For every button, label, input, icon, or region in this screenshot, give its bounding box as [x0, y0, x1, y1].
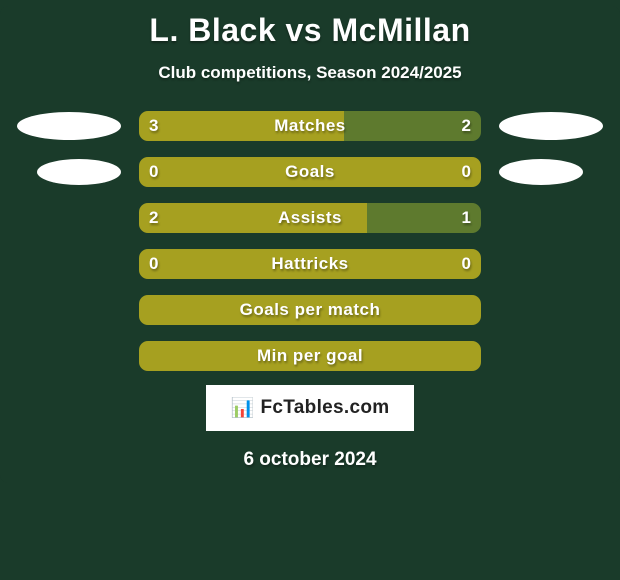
stat-label: Goals per match [139, 295, 481, 325]
stat-value-left: 2 [149, 203, 158, 233]
stat-value-right: 0 [462, 157, 471, 187]
stat-row: Min per goal [0, 341, 620, 371]
stat-label: Min per goal [139, 341, 481, 371]
team-marker-right [499, 112, 603, 140]
stat-row: Goals0 0 [0, 157, 620, 187]
stat-value-right: 1 [462, 203, 471, 233]
brand-logo[interactable]: 📊 FcTables.com [206, 385, 414, 431]
stat-bar: Matches3 2 [139, 111, 481, 141]
stat-value-right: 2 [462, 111, 471, 141]
stat-bar: Goals per match [139, 295, 481, 325]
stat-bar: Assists2 1 [139, 203, 481, 233]
stat-label: Matches [139, 111, 481, 141]
stat-rows: Matches32Goals00Assists21Hattricks00Goal… [0, 111, 620, 371]
team-marker-left [37, 159, 121, 185]
brand-logo-text: FcTables.com [261, 397, 390, 419]
stat-bar: Min per goal [139, 341, 481, 371]
stat-row: Goals per match [0, 295, 620, 325]
stat-row: Matches3 2 [0, 111, 620, 141]
stat-bar: Hattricks0 0 [139, 249, 481, 279]
chart-icon: 📊 [231, 399, 255, 418]
stat-value-left: 0 [149, 249, 158, 279]
stats-card: L. Black vs McMillan Club competitions, … [0, 6, 620, 483]
stat-value-left: 0 [149, 157, 158, 187]
stat-value-right: 0 [462, 249, 471, 279]
stat-row: Hattricks0 0 [0, 249, 620, 279]
date-label: 6 october 2024 [0, 449, 620, 471]
team-marker-left [17, 112, 121, 140]
page-title: L. Black vs McMillan [0, 6, 620, 49]
team-marker-right [499, 159, 583, 185]
stat-label: Hattricks [139, 249, 481, 279]
stat-label: Goals [139, 157, 481, 187]
stat-label: Assists [139, 203, 481, 233]
stat-value-left: 3 [149, 111, 158, 141]
stat-row: Assists2 1 [0, 203, 620, 233]
page-subtitle: Club competitions, Season 2024/2025 [0, 63, 620, 83]
stat-bar: Goals0 0 [139, 157, 481, 187]
